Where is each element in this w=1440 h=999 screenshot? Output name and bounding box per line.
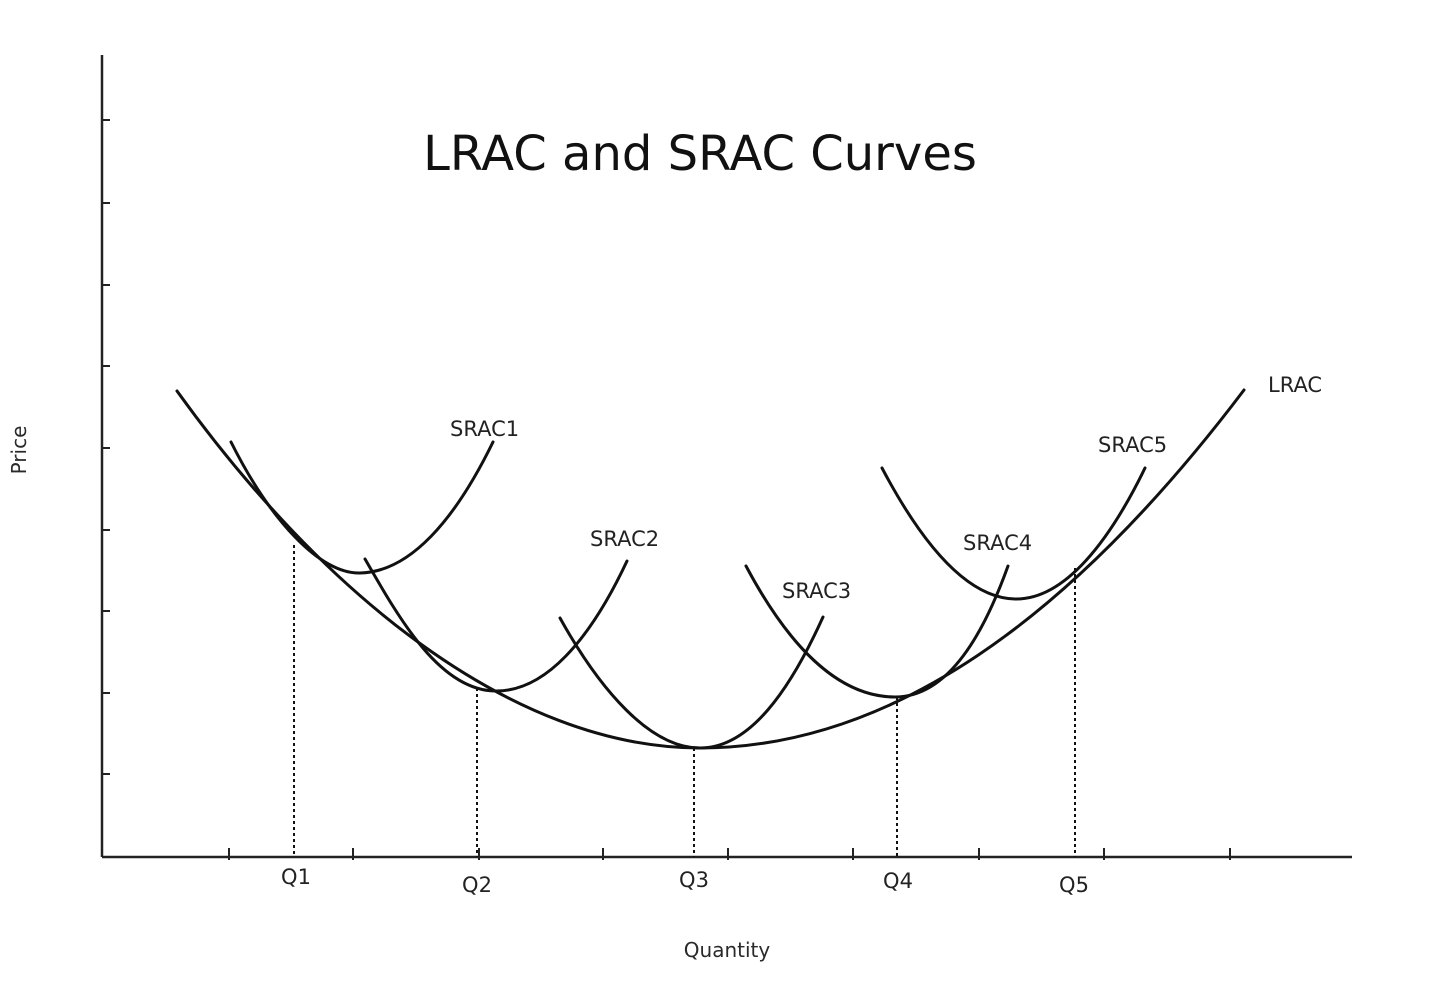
x-tick-label-q1: Q1: [281, 865, 311, 889]
curve-srac3: [558, 615, 825, 750]
x-tick-label-q4: Q4: [883, 869, 913, 893]
y-axis-label: Price: [7, 426, 31, 475]
tangency-droplines: [293, 545, 1076, 857]
cost-curves: [175, 388, 1246, 750]
curve-srac4: [744, 564, 1010, 699]
x-tick-label-q5: Q5: [1059, 873, 1089, 897]
x-tick-label-q3: Q3: [679, 868, 709, 892]
y-axis-ticks: [102, 119, 110, 775]
curve-srac1: [229, 440, 495, 575]
label-srac2: SRAC2: [590, 527, 659, 551]
curve-srac2: [363, 557, 629, 693]
x-axis-label: Quantity: [684, 938, 771, 962]
label-lrac: LRAC: [1268, 373, 1322, 397]
label-srac4: SRAC4: [963, 531, 1032, 555]
label-srac5: SRAC5: [1098, 433, 1167, 457]
label-srac3: SRAC3: [782, 579, 851, 603]
x-tick-label-q2: Q2: [462, 873, 492, 897]
chart-title: LRAC and SRAC Curves: [423, 126, 977, 182]
curve-srac5: [880, 466, 1147, 601]
x-axis-ticks: [228, 848, 1231, 860]
label-srac1: SRAC1: [450, 417, 519, 441]
